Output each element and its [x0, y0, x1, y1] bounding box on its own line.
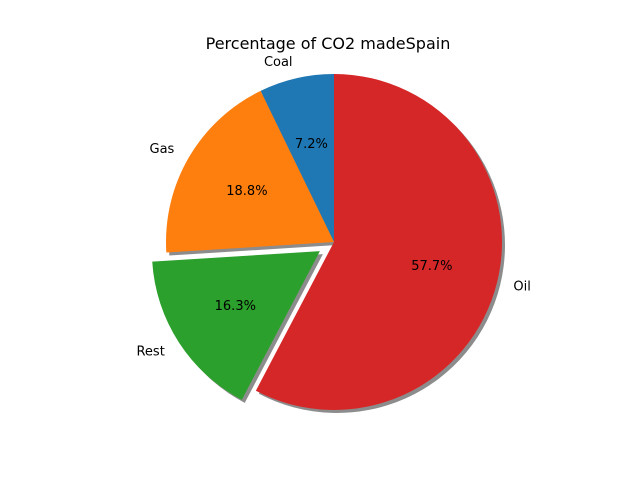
slice-gas — [166, 90, 334, 253]
slice-oil — [255, 74, 502, 410]
slice-rest — [152, 251, 320, 400]
slice-percent-rest: 16.3% — [215, 299, 256, 314]
slice-label-coal: Coal — [264, 55, 293, 70]
slice-coal — [260, 74, 334, 242]
slice-label-rest: Rest — [136, 345, 164, 360]
slice-percent-coal: 7.2% — [295, 137, 328, 152]
chart-title: Percentage of CO2 madeSpain — [206, 34, 451, 53]
slices — [152, 74, 502, 410]
slice-labels: Coal 7.2% Gas 18.8% Rest 16.3% Oil 57.7% — [136, 55, 530, 360]
slice-percent-oil: 57.7% — [411, 259, 452, 274]
slice-label-oil: Oil — [513, 279, 530, 294]
slice-percent-gas: 18.8% — [226, 184, 267, 199]
slice-label-gas: Gas — [150, 142, 175, 157]
